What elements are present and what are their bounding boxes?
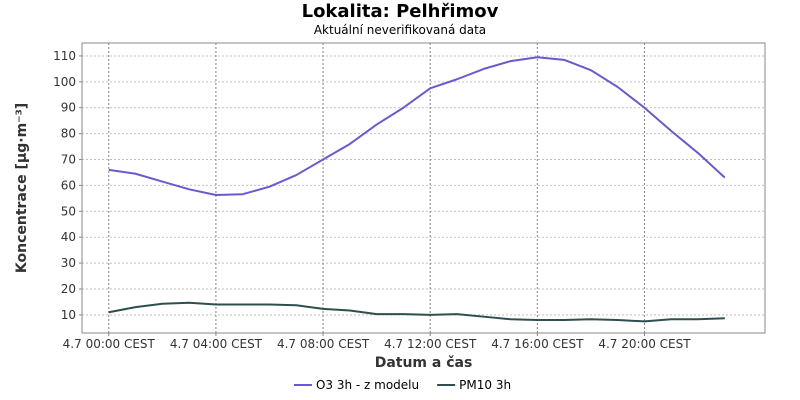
y-tick-label: 100 <box>53 75 76 89</box>
y-tick-label: 70 <box>61 153 76 167</box>
plot-border <box>81 42 766 334</box>
chart-subtitle: Aktuální neverifikovaná data <box>313 23 487 37</box>
x-tick-label: 4.7 00:00 CEST <box>63 337 156 351</box>
y-tick-label: 50 <box>61 204 76 218</box>
x-tick-label: 4.7 16:00 CEST <box>491 337 584 351</box>
y-tick-label: 80 <box>61 127 76 141</box>
series-line-pm10 <box>108 301 725 323</box>
y-tick-label: 20 <box>61 282 76 296</box>
y-tick-label: 10 <box>61 308 76 322</box>
y-tick-label: 30 <box>61 256 76 270</box>
plot-area <box>82 43 765 333</box>
y-axis-label: Koncentrace [µg·m⁻³] <box>14 103 30 273</box>
legend-label-pm10: PM10 3h <box>459 378 511 392</box>
x-tick-label: 4.7 20:00 CEST <box>598 337 691 351</box>
series-line-o3 <box>108 56 726 196</box>
x-tick-label: 4.7 08:00 CEST <box>277 337 370 351</box>
chart-title: Lokalita: Pelhřimov <box>301 1 499 22</box>
x-tick-label: 4.7 04:00 CEST <box>170 337 263 351</box>
legend-label-o3: O3 3h - z modelu <box>316 378 419 392</box>
y-tick-label: 40 <box>61 230 76 244</box>
x-tick-label: 4.7 12:00 CEST <box>384 337 477 351</box>
y-tick-label: 110 <box>53 49 76 63</box>
y-tick-label: 90 <box>61 101 76 115</box>
x-axis-label: Datum a čas <box>375 355 473 371</box>
y-tick-label: 60 <box>61 178 76 192</box>
